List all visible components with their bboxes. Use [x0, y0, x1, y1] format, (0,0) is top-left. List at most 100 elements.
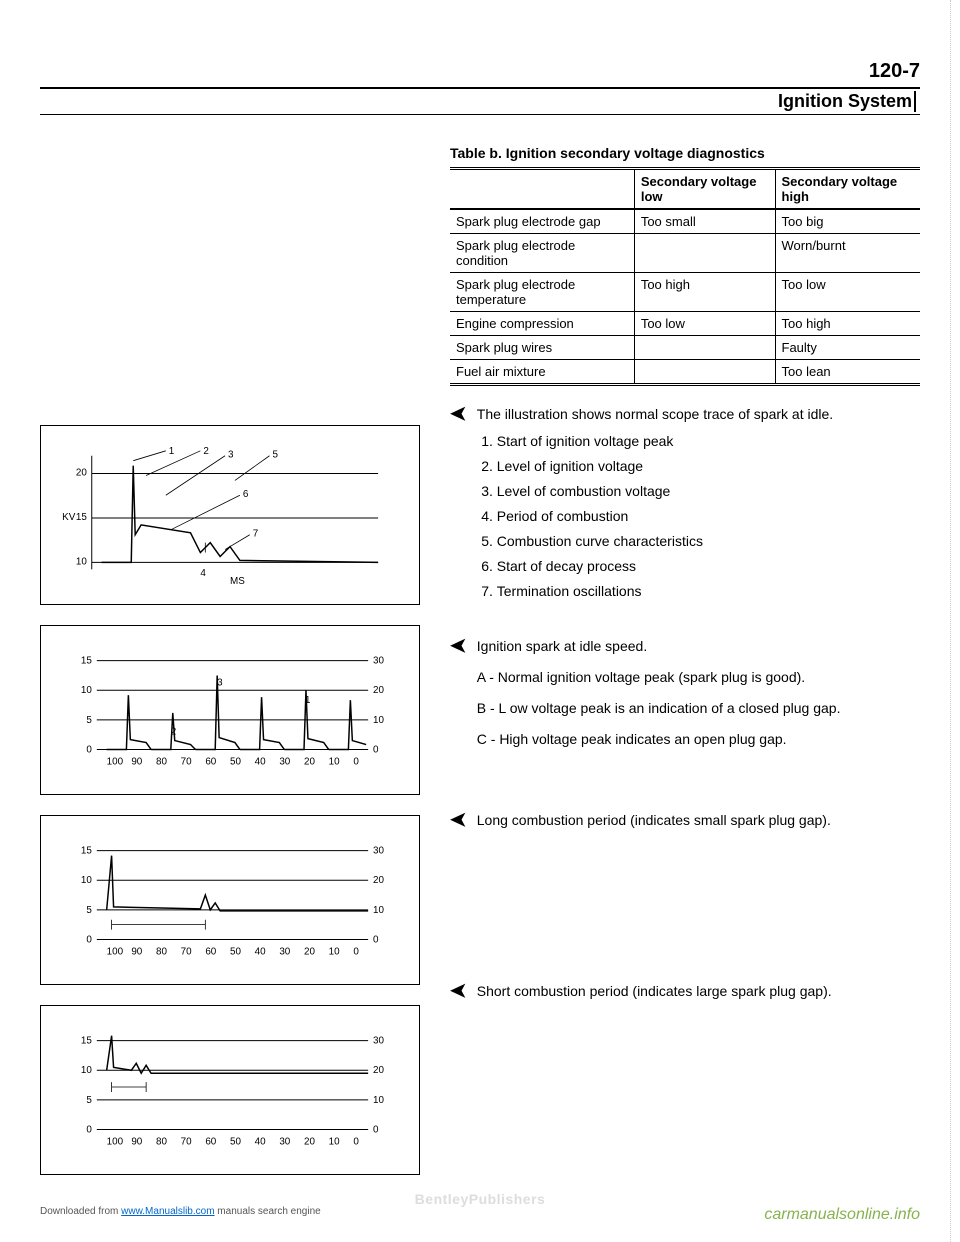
- svg-text:2: 2: [203, 446, 208, 457]
- table-cell: Too lean: [775, 360, 920, 385]
- svg-text:KV: KV: [62, 512, 76, 523]
- section-item: C - High voltage peak indicates an open …: [477, 729, 841, 750]
- list-item: Level of combustion voltage: [497, 481, 833, 502]
- svg-text:1: 1: [305, 695, 310, 706]
- list-item: Termination oscillations: [497, 581, 833, 602]
- list-item: Start of decay process: [497, 556, 833, 577]
- footer-left: Downloaded from www.Manualslib.com manua…: [40, 1206, 321, 1224]
- svg-text:100: 100: [107, 1136, 124, 1147]
- svg-text:10: 10: [329, 756, 340, 767]
- section-item: B - L ow voltage peak is an indication o…: [477, 698, 841, 719]
- section-intro: The illustration shows normal scope trac…: [477, 404, 833, 425]
- list-item: Period of combustion: [497, 506, 833, 527]
- svg-text:20: 20: [304, 946, 315, 957]
- table-cell: Spark plug electrode condition: [450, 234, 634, 273]
- svg-text:10: 10: [373, 715, 384, 726]
- svg-text:80: 80: [156, 946, 167, 957]
- svg-text:90: 90: [131, 946, 142, 957]
- table-header: Secondary voltage low: [634, 169, 775, 210]
- svg-text:30: 30: [279, 946, 290, 957]
- footer-right-watermark: carmanualsonline.info: [764, 1206, 920, 1224]
- svg-text:50: 50: [230, 756, 241, 767]
- svg-text:5: 5: [86, 1095, 92, 1106]
- table-cell: Too high: [775, 312, 920, 336]
- table-cell: Worn/burnt: [775, 234, 920, 273]
- svg-text:4: 4: [200, 568, 206, 579]
- svg-text:60: 60: [205, 756, 216, 767]
- svg-text:2: 2: [171, 727, 176, 738]
- pointer-icon: ➤: [450, 810, 467, 831]
- svg-text:0: 0: [86, 744, 92, 755]
- watermark-publisher: BentleyPublishers: [415, 1191, 546, 1207]
- svg-text:5: 5: [86, 905, 92, 916]
- svg-text:100: 100: [107, 756, 124, 767]
- svg-text:100: 100: [107, 946, 124, 957]
- header-title: Ignition System: [770, 91, 916, 112]
- figure-idle-speed: 15 10 5 0 30 20 10 0 2 3 1 10: [40, 625, 420, 795]
- page-number: 120-7: [40, 60, 920, 83]
- table-cell: Too small: [634, 209, 775, 234]
- svg-text:40: 40: [255, 756, 266, 767]
- svg-text:40: 40: [255, 1136, 266, 1147]
- figure-long-combustion: 15 10 5 0 30 20 10 0 1009080 706050 4030…: [40, 815, 420, 985]
- svg-text:20: 20: [304, 1136, 315, 1147]
- pointer-icon: ➤: [450, 981, 467, 1002]
- svg-text:60: 60: [205, 1136, 216, 1147]
- table-cell: Too low: [634, 312, 775, 336]
- list-item: Start of ignition voltage peak: [497, 431, 833, 452]
- pointer-icon: ➤: [450, 636, 467, 750]
- table-cell: Too high: [634, 273, 775, 312]
- svg-text:20: 20: [373, 1065, 384, 1076]
- table-header: [450, 169, 634, 210]
- footer-link[interactable]: www.Manualslib.com: [121, 1206, 214, 1217]
- table-cell: Too low: [775, 273, 920, 312]
- svg-text:10: 10: [329, 946, 340, 957]
- svg-text:20: 20: [373, 875, 384, 886]
- svg-text:5: 5: [86, 715, 92, 726]
- svg-text:6: 6: [243, 489, 249, 500]
- pointer-icon: ➤: [450, 404, 467, 606]
- table-cell: Faulty: [775, 336, 920, 360]
- header-rule: Ignition System: [40, 87, 920, 115]
- diagnostics-table: Secondary voltage low Secondary voltage …: [450, 167, 920, 386]
- svg-text:0: 0: [86, 934, 92, 945]
- svg-text:90: 90: [131, 1136, 142, 1147]
- list-item: Combustion curve characteristics: [497, 531, 833, 552]
- section-text: Long combustion period (indicates small …: [477, 810, 831, 831]
- table-cell: Too big: [775, 209, 920, 234]
- svg-text:60: 60: [205, 946, 216, 957]
- margin-decoration: [950, 0, 952, 1242]
- svg-text:10: 10: [373, 905, 384, 916]
- table-cell: Spark plug electrode temperature: [450, 273, 634, 312]
- svg-text:10: 10: [81, 875, 92, 886]
- svg-text:40: 40: [255, 946, 266, 957]
- numbered-list: Start of ignition voltage peakLevel of i…: [497, 431, 833, 602]
- svg-text:30: 30: [373, 1036, 384, 1047]
- svg-text:80: 80: [156, 756, 167, 767]
- svg-text:MS: MS: [230, 576, 245, 587]
- table-cell: Fuel air mixture: [450, 360, 634, 385]
- svg-text:80: 80: [156, 1136, 167, 1147]
- svg-text:90: 90: [131, 756, 142, 767]
- svg-text:0: 0: [373, 934, 379, 945]
- svg-text:20: 20: [373, 685, 384, 696]
- figure-scope-trace: KV 20 15 10 1 2 3 4: [40, 425, 420, 605]
- svg-text:70: 70: [181, 946, 192, 957]
- svg-text:70: 70: [181, 1136, 192, 1147]
- svg-text:15: 15: [81, 656, 92, 667]
- svg-text:30: 30: [279, 756, 290, 767]
- section-item: A - Normal ignition voltage peak (spark …: [477, 667, 841, 688]
- figure-short-combustion: 15 10 5 0 30 20 10 0 1009080 706050 4030…: [40, 1005, 420, 1175]
- svg-text:0: 0: [373, 1124, 379, 1135]
- svg-text:30: 30: [373, 656, 384, 667]
- svg-text:10: 10: [81, 1065, 92, 1076]
- svg-text:20: 20: [76, 468, 87, 479]
- svg-text:10: 10: [76, 556, 87, 567]
- table-cell: [634, 336, 775, 360]
- svg-text:10: 10: [373, 1095, 384, 1106]
- svg-text:3: 3: [217, 677, 223, 688]
- svg-text:15: 15: [81, 1036, 92, 1047]
- section-intro: Ignition spark at idle speed.: [477, 636, 841, 657]
- svg-text:50: 50: [230, 1136, 241, 1147]
- table-cell: Engine compression: [450, 312, 634, 336]
